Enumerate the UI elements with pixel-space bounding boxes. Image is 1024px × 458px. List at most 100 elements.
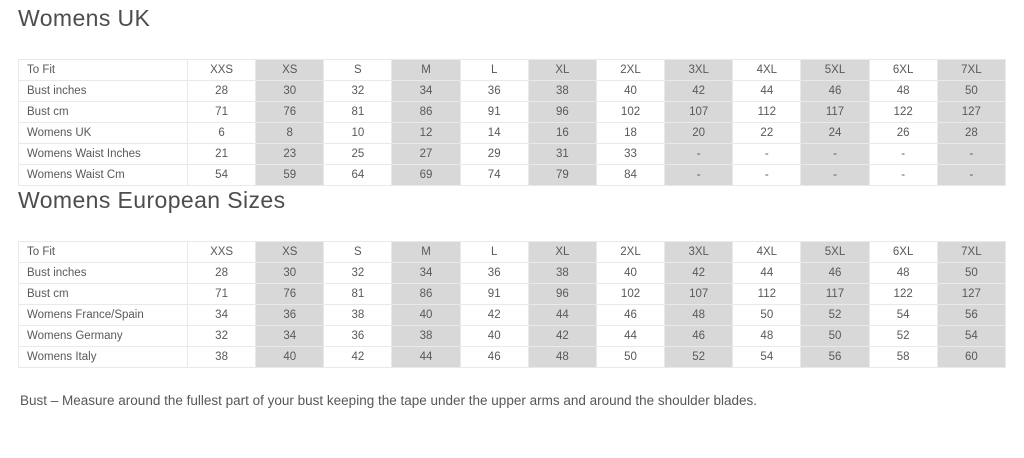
value-cell: 34 <box>391 262 461 284</box>
value-cell: 127 <box>936 101 1007 123</box>
column-header-cell: S <box>323 59 393 81</box>
value-cell: 91 <box>459 283 529 305</box>
value-cell: 36 <box>459 262 529 284</box>
value-cell: 44 <box>732 262 802 284</box>
row-label-cell: Womens Waist Inches <box>18 143 188 165</box>
table-row: Womens Waist Inches 21 23 25 27 29 31 33- - - - - <box>18 143 1007 165</box>
value-cell: 52 <box>800 304 870 326</box>
table-row: Womens UK 6 8 10 12 14 16 18 20 22 24 26 28 <box>18 122 1007 144</box>
value-cell: 38 <box>391 325 461 347</box>
value-cell: - <box>664 143 734 165</box>
column-header-cell: 7XL <box>936 59 1007 81</box>
column-header-cell: 4XL <box>732 59 802 81</box>
value-cell: 86 <box>391 283 461 305</box>
value-cell: 34 <box>255 325 325 347</box>
section-womens-european-sizes: Womens European Sizes To Fit XXS XS S M L XL 2X… <box>18 186 1007 368</box>
row-label-cell: Womens France/Spain <box>18 304 188 326</box>
value-cell: 44 <box>732 80 802 102</box>
value-cell: 91 <box>459 101 529 123</box>
row-label-cell: Bust inches <box>18 80 188 102</box>
column-header-cell: L <box>459 59 529 81</box>
value-cell: 25 <box>323 143 393 165</box>
column-header-cell: XXS <box>186 241 257 263</box>
value-cell: 48 <box>732 325 802 347</box>
value-cell: - <box>732 143 802 165</box>
value-cell: - <box>800 143 870 165</box>
value-cell: - <box>868 143 938 165</box>
value-cell: 76 <box>255 101 325 123</box>
value-cell: 22 <box>732 122 802 144</box>
row-label-cell: Womens Waist Cm <box>18 164 188 186</box>
value-cell: 54 <box>936 325 1007 347</box>
value-cell: 59 <box>255 164 325 186</box>
value-cell: 71 <box>186 101 257 123</box>
table-row: Womens France/Spain 34 36 38 40 42 44 46 48 50 52 5… <box>18 304 1007 326</box>
value-cell: 117 <box>800 283 870 305</box>
value-cell: 79 <box>527 164 597 186</box>
value-cell: 56 <box>936 304 1007 326</box>
value-cell: - <box>800 164 870 186</box>
value-cell: 71 <box>186 283 257 305</box>
column-header-cell: 5XL <box>800 241 870 263</box>
section-womens-uk: Womens UK To Fit XXS XS S M L XL 2XL 3XL 4XL 5XL 6X… <box>18 4 1007 186</box>
value-cell: 40 <box>595 262 666 284</box>
value-cell: 86 <box>391 101 461 123</box>
column-header-cell: 5XL <box>800 59 870 81</box>
column-header-cell: S <box>323 241 393 263</box>
value-cell: 27 <box>391 143 461 165</box>
value-cell: 81 <box>323 283 393 305</box>
value-cell: 81 <box>323 101 393 123</box>
value-cell: 10 <box>323 122 393 144</box>
value-cell: 14 <box>459 122 529 144</box>
table-row: Bust cm 71 76 81 86 91 96 102 107 112 117 122 127 <box>18 283 1007 305</box>
bust-measurement-note: Bust – Measure around the fullest part o… <box>20 393 757 408</box>
value-cell: 23 <box>255 143 325 165</box>
value-cell: 54 <box>732 346 802 368</box>
value-cell: 36 <box>255 304 325 326</box>
value-cell: 6 <box>186 122 257 144</box>
value-cell: 8 <box>255 122 325 144</box>
value-cell: 44 <box>527 304 597 326</box>
value-cell: 122 <box>868 101 938 123</box>
section-title-womens-european-sizes: Womens European Sizes <box>18 187 286 213</box>
column-header-cell: 6XL <box>868 59 938 81</box>
column-header-cell: M <box>391 241 461 263</box>
value-cell: 29 <box>459 143 529 165</box>
value-cell: 54 <box>186 164 257 186</box>
value-cell: 107 <box>664 101 734 123</box>
value-cell: 122 <box>868 283 938 305</box>
row-label-cell: Womens Germany <box>18 325 188 347</box>
value-cell: 42 <box>459 304 529 326</box>
column-header-cell: 2XL <box>595 241 666 263</box>
column-header-cell: 3XL <box>664 59 734 81</box>
header-label-cell: To Fit <box>18 59 188 81</box>
value-cell: 20 <box>664 122 734 144</box>
column-header-cell: 6XL <box>868 241 938 263</box>
value-cell: 117 <box>800 101 870 123</box>
size-table-womens-uk: To Fit XXS XS S M L XL 2XL 3XL 4XL 5XL 6XL 7XL Bust i… <box>18 59 1007 186</box>
column-header-cell: XXS <box>186 59 257 81</box>
column-header-cell: 2XL <box>595 59 666 81</box>
value-cell: 127 <box>936 283 1007 305</box>
value-cell: 38 <box>527 262 597 284</box>
value-cell: 42 <box>664 80 734 102</box>
column-header-cell: 4XL <box>732 241 802 263</box>
value-cell: 30 <box>255 262 325 284</box>
value-cell: 60 <box>936 346 1007 368</box>
value-cell: 40 <box>391 304 461 326</box>
value-cell: 69 <box>391 164 461 186</box>
value-cell: 52 <box>868 325 938 347</box>
value-cell: 48 <box>664 304 734 326</box>
table-row: Womens Waist Cm 54 59 64 69 74 79 84- - - - - <box>18 164 1007 186</box>
value-cell: 76 <box>255 283 325 305</box>
table-row: Bust cm 71 76 81 86 91 96 102 107 112 117 122 127 <box>18 101 1007 123</box>
value-cell: 44 <box>391 346 461 368</box>
value-cell: 26 <box>868 122 938 144</box>
value-cell: 42 <box>664 262 734 284</box>
value-cell: 31 <box>527 143 597 165</box>
row-label-cell: Bust cm <box>18 283 188 305</box>
row-label-cell: Womens Italy <box>18 346 188 368</box>
value-cell: 112 <box>732 101 802 123</box>
value-cell: 107 <box>664 283 734 305</box>
